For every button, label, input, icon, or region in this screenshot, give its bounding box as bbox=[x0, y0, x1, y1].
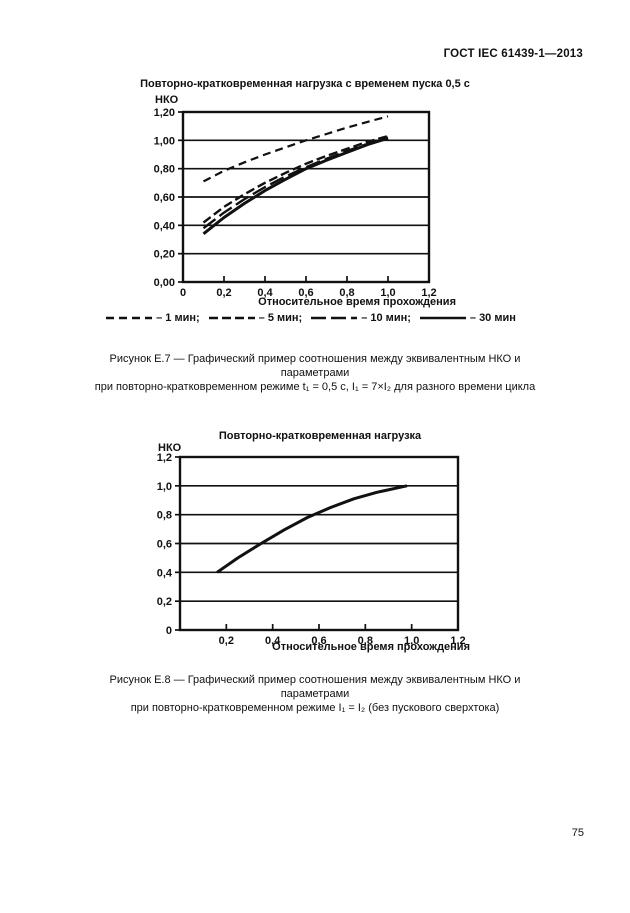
svg-text:1,0: 1,0 bbox=[380, 287, 395, 299]
legend-line-sample-icon bbox=[419, 316, 466, 320]
chart-e8-title: Повторно-кратковременная нагрузка bbox=[218, 430, 422, 442]
legend-item: – 10 мин; bbox=[311, 312, 411, 324]
figure-e8-caption: Рисунок Е.8 — Графический пример соотнош… bbox=[75, 673, 555, 715]
svg-text:1,2: 1,2 bbox=[157, 452, 172, 464]
legend-item-label: – 1 мин; bbox=[156, 312, 200, 324]
legend-item-label: – 5 мин; bbox=[258, 312, 303, 324]
legend-line-sample-icon bbox=[106, 316, 153, 320]
svg-text:0,6: 0,6 bbox=[311, 635, 326, 647]
svg-text:1,2: 1,2 bbox=[421, 287, 436, 299]
chart-e7-yaxis-label: НКО bbox=[155, 94, 179, 106]
svg-text:0,6: 0,6 bbox=[157, 539, 172, 551]
svg-text:0,00: 0,00 bbox=[154, 277, 175, 289]
svg-text:0,2: 0,2 bbox=[157, 596, 172, 608]
svg-text:1,2: 1,2 bbox=[450, 635, 465, 647]
svg-text:0: 0 bbox=[180, 287, 186, 299]
svg-text:0,6: 0,6 bbox=[298, 287, 313, 299]
chart-e8-xaxis-label: Относительное время прохождения bbox=[272, 641, 470, 653]
svg-text:0,4: 0,4 bbox=[257, 287, 273, 299]
legend-line-sample-icon bbox=[208, 316, 255, 320]
svg-text:0,8: 0,8 bbox=[339, 287, 354, 299]
chart-e7-xaxis-label: Относительное время прохождения bbox=[258, 296, 456, 308]
legend-item: – 1 мин; bbox=[106, 312, 200, 324]
figure-e8-caption-line2: при повторно-кратковременном режиме I₁ =… bbox=[130, 702, 500, 714]
svg-text:0,60: 0,60 bbox=[154, 192, 175, 204]
svg-text:1,00: 1,00 bbox=[154, 135, 175, 147]
legend-item: – 30 мин bbox=[419, 312, 516, 324]
svg-text:0,2: 0,2 bbox=[219, 635, 234, 647]
legend-item-label: – 30 мин bbox=[469, 312, 516, 324]
chart-e8-yaxis-label: НКО bbox=[158, 442, 182, 454]
svg-text:1,0: 1,0 bbox=[157, 481, 172, 493]
legend-item: – 5 мин; bbox=[208, 312, 303, 324]
legend-item-label: – 10 мин; bbox=[361, 312, 411, 324]
chart-e7-plot: 0 0,2 0,4 0,6 0,8 1,0 1,2 0,00 0,20 0,40 0,60 0,80 1… bbox=[154, 107, 437, 299]
document-standard-header: ГОСТ IEC 61439-1—2013 bbox=[443, 48, 583, 60]
figure-e7-caption-line1: Рисунок Е.7 — Графический пример соотнош… bbox=[109, 353, 521, 379]
svg-text:0,80: 0,80 bbox=[154, 164, 175, 176]
svg-text:0,8: 0,8 bbox=[157, 510, 172, 522]
page-number: 75 bbox=[571, 827, 584, 839]
svg-text:1,0: 1,0 bbox=[404, 635, 419, 647]
svg-text:0,40: 0,40 bbox=[154, 220, 175, 232]
svg-text:1,20: 1,20 bbox=[154, 107, 175, 119]
figure-e7-caption: Рисунок Е.7 — Графический пример соотнош… bbox=[75, 352, 555, 394]
svg-text:0,4: 0,4 bbox=[157, 567, 173, 579]
legend-line-sample-icon bbox=[311, 316, 358, 320]
svg-text:0,4: 0,4 bbox=[265, 635, 281, 647]
figure-e7-caption-line2: при повторно-кратковременном режиме t₁ =… bbox=[94, 381, 536, 393]
svg-text:0: 0 bbox=[166, 625, 172, 637]
chart-e7-legend: – 1 мин; – 5 мин; – 10 мин; – 30 мин bbox=[106, 312, 516, 324]
svg-text:0,8: 0,8 bbox=[358, 635, 373, 647]
svg-text:0,2: 0,2 bbox=[216, 287, 231, 299]
figure-e8-caption-line1: Рисунок Е.8 — Графический пример соотнош… bbox=[109, 674, 521, 700]
chart-e7-title: Повторно-кратковременная нагрузка с врем… bbox=[140, 78, 470, 90]
chart-e8-plot: 0,2 0,4 0,6 0,8 1,0 1,2 0 0,2 0,4 0,6 0,8 1,0 1,2 bbox=[157, 452, 466, 647]
svg-text:0,20: 0,20 bbox=[154, 249, 175, 261]
